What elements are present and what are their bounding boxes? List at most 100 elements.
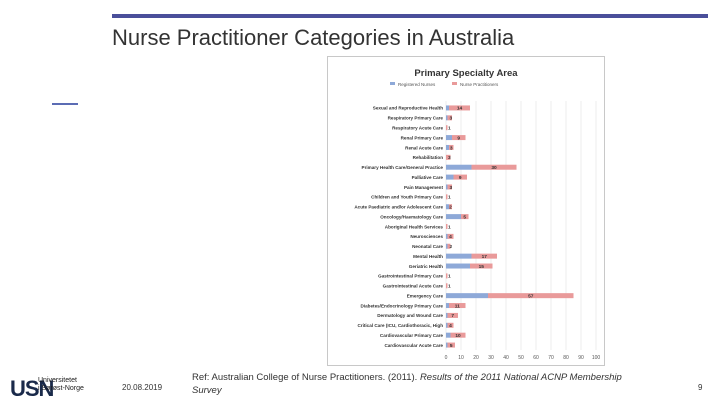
data-label: 5: [450, 343, 453, 349]
category-label: Neurosciences: [410, 234, 443, 239]
bar-registered-nurses-mental-health: [446, 253, 472, 259]
bar-registered-nurses-dermatology-and-wound-care: [446, 312, 448, 318]
accent-line: [52, 103, 78, 105]
university-name-line2: i Sørøst-Norge: [38, 385, 84, 392]
x-tick-label: 20: [473, 355, 479, 361]
university-name-line1: Universitetet: [38, 377, 77, 384]
x-tick-label: 10: [458, 355, 464, 361]
bar-nurse-practitioners-aboriginal-health-services: [446, 224, 448, 229]
bar-registered-nurses-primary-health-care-general-practice: [446, 164, 472, 170]
bar-nurse-practitioners-respiratory-primary-care: [447, 115, 452, 121]
data-label: 1: [448, 224, 451, 230]
page-number: 9: [698, 383, 703, 392]
chart-gridlines: [445, 101, 597, 350]
category-label: Cardiovascular Primary Care: [380, 333, 444, 338]
category-label: Oncology/Haematology Care: [380, 214, 443, 219]
category-label: Critical Care (ICU, Cardiothoracic, High: [357, 323, 443, 328]
bar-nurse-practitioners-dermatology-and-wound-care: [447, 312, 458, 318]
bar-nurse-practitioners-respiratory-acute-care: [446, 125, 448, 131]
usn-logo: USN: [10, 376, 55, 400]
data-label: 14: [457, 106, 463, 112]
bar-registered-nurses-renal-primary-care: [446, 135, 452, 141]
bar-registered-nurses-palliative-care: [446, 174, 454, 180]
chart-canvas: Primary Specialty Area Registered Nurses…: [354, 68, 601, 361]
bar-nurse-practitioners-gastrointestinal-acute-care: [446, 283, 448, 289]
bar-registered-nurses-critical-care-icu-cardiothoracic-high: [446, 322, 448, 328]
slide-date: 20.08.2019: [122, 383, 163, 392]
data-label: 5: [463, 214, 466, 220]
category-label: Cardiovascular Acute Care: [384, 343, 443, 348]
data-label: 15: [479, 264, 485, 270]
bar-nurse-practitioners-emergency-care: [488, 293, 574, 299]
category-label: Gastrointestinal Acute Care: [383, 284, 444, 289]
data-label: 1: [448, 274, 451, 280]
bar-nurse-practitioners-cardiovascular-acute-care: [447, 342, 455, 348]
data-label: 2: [450, 244, 453, 250]
data-label: 3: [448, 155, 451, 161]
bar-registered-nurses-renal-acute-care: [446, 144, 449, 150]
x-tick-label: 50: [518, 355, 524, 361]
category-label: Children and Youth Primary Care: [371, 195, 443, 200]
chart-category-labels: Sexual and Reproductive Health Respirator…: [354, 106, 443, 348]
data-label: 4: [449, 234, 452, 240]
header-accent-bar: [112, 14, 708, 18]
primary-specialty-chart: Primary Specialty Area Registered Nurses…: [327, 56, 605, 366]
slide-title: Nurse Practitioner Categories in Austral…: [112, 25, 515, 50]
bar-nurse-practitioners-sexual-and-reproductive-health: [449, 105, 470, 111]
bar-registered-nurses-geriatric-health: [446, 263, 470, 269]
bar-registered-nurses-diabetes-endocrinology-primary-care: [446, 303, 449, 309]
data-label: 3: [450, 145, 453, 151]
x-tick-label: 70: [548, 355, 554, 361]
x-tick-label: 90: [578, 355, 584, 361]
data-label: 1: [448, 195, 451, 201]
data-label: 7: [451, 313, 454, 319]
reference-title: Results of the 2011 National ACNP Member…: [192, 372, 622, 396]
data-label: 9: [457, 135, 460, 141]
bar-nurse-practitioners-children-and-youth-primary-care: [446, 194, 448, 200]
bar-registered-nurses-oncology-haematology-care: [446, 214, 461, 220]
bar-nurse-practitioners-oncology-haematology-care: [461, 214, 469, 220]
university-name: Universitetet i Sørøst-Norge: [38, 377, 84, 393]
bar-nurse-practitioners-gastrointestinal-primary-care: [446, 273, 448, 279]
bar-nurse-practitioners-neurosciences: [447, 233, 454, 239]
bar-nurse-practitioners-mental-health: [471, 253, 497, 259]
legend-label-registered-nurses: Registered Nurses: [398, 82, 436, 87]
category-label: Rehabilitation: [413, 155, 444, 160]
category-label: Primary Health Care/General Practice: [362, 165, 444, 170]
bar-nurse-practitioners-diabetes-endocrinology-primary-care: [449, 303, 466, 309]
chart-x-tick-labels: 0 10 20 30 40 50 60 70 80 90 100: [445, 355, 601, 361]
bar-nurse-practitioners-renal-primary-care: [452, 135, 466, 141]
category-label: Aboriginal Health Services: [385, 224, 444, 229]
chart-title: Primary Specialty Area: [414, 68, 518, 79]
bar-registered-nurses-neonatal-care: [446, 243, 448, 249]
category-label: Renal Primary Care: [401, 135, 444, 140]
data-label: 9: [459, 175, 462, 181]
legend-swatch-registered-nurses: [390, 82, 395, 85]
category-label: Diabetes/Endocrinology Primary Care: [361, 303, 444, 308]
chart-legend: Registered Nurses Nurse Practitioners: [390, 82, 499, 87]
bar-registered-nurses-acute-paediatric-and-or-adolescent-care: [446, 204, 449, 210]
data-label: 4: [449, 323, 452, 329]
bar-nurse-practitioners-critical-care-icu-cardiothoracic-high: [447, 322, 454, 328]
x-tick-label: 100: [592, 355, 601, 361]
data-label: 1: [448, 126, 451, 132]
bar-nurse-practitioners-geriatric-health: [470, 263, 493, 269]
data-label: 2: [449, 205, 452, 211]
category-label: Neonatal Care: [412, 244, 443, 249]
bar-nurse-practitioners-primary-health-care-general-practice: [471, 164, 517, 170]
x-tick-label: 0: [445, 355, 448, 361]
data-label: 30: [491, 165, 497, 171]
category-label: Dermatology and Wound Care: [377, 313, 443, 318]
data-label: 3: [450, 116, 453, 122]
bar-registered-nurses-cardiovascular-primary-care: [446, 332, 451, 338]
category-label: Mental Health: [413, 254, 443, 259]
data-label: 1: [448, 284, 451, 290]
bar-registered-nurses-cardiovascular-acute-care: [446, 342, 448, 348]
category-label: Geriatric Health: [409, 264, 443, 269]
legend-label-nurse-practitioners: Nurse Practitioners: [460, 82, 499, 87]
bar-nurse-practitioners-cardiovascular-primary-care: [450, 332, 466, 338]
legend-swatch-nurse-practitioners: [452, 82, 457, 85]
bar-nurse-practitioners-palliative-care: [453, 174, 467, 180]
data-label: 57: [528, 293, 534, 299]
